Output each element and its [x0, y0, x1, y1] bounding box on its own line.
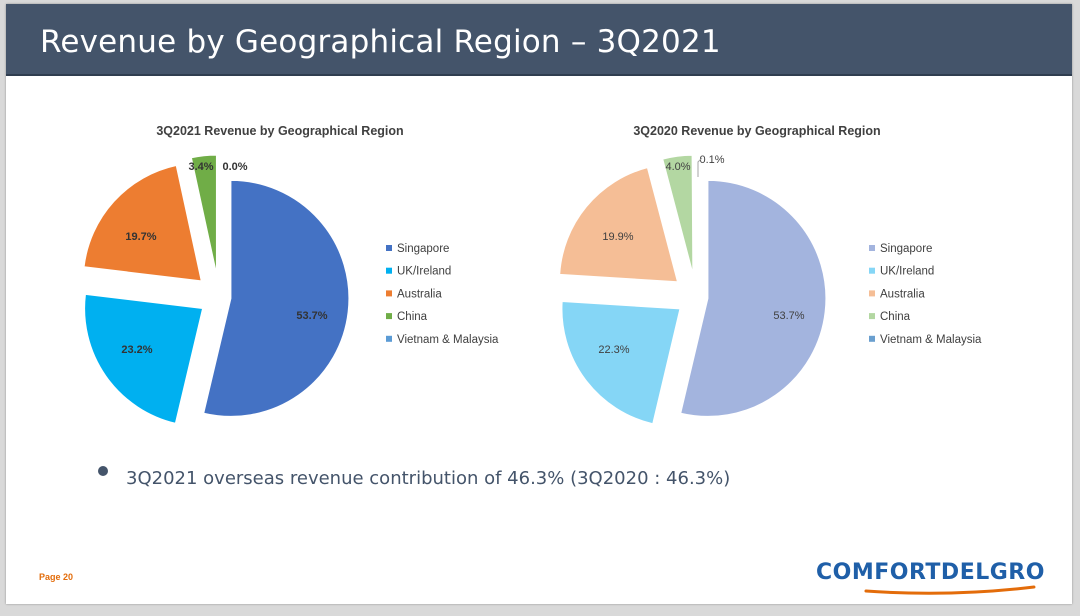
legend-label: China	[880, 311, 911, 323]
legend-label: UK/Ireland	[397, 266, 451, 278]
legend-swatch	[869, 267, 875, 274]
legend-label: Vietnam & Malaysia	[880, 334, 982, 346]
pie-slice-china	[662, 154, 694, 274]
data-label: 4.0%	[665, 161, 690, 173]
leader-line	[697, 157, 703, 177]
data-label: 19.7%	[125, 231, 156, 243]
legend-swatch	[386, 245, 392, 251]
legend-label: Australia	[397, 288, 442, 300]
pie-slice-australia	[83, 164, 202, 282]
legend-swatch	[869, 245, 875, 251]
data-label: 3.4%	[188, 161, 213, 173]
legend-label: Vietnam & Malaysia	[397, 334, 499, 346]
data-label: 19.9%	[602, 231, 633, 243]
chart-title: 3Q2020 Revenue by Geographical Region	[633, 124, 880, 138]
data-label: 23.2%	[121, 344, 152, 356]
comfortdelgro-logo: COMFORTDELGRO	[816, 560, 1045, 585]
legend-label: Singapore	[397, 243, 449, 255]
page-number: Page 20	[39, 572, 74, 582]
data-label: 53.7%	[296, 310, 327, 322]
slide: Revenue by Geographical Region – 3Q2021 …	[6, 4, 1072, 604]
data-label: 53.7%	[773, 310, 804, 322]
slide-title: Revenue by Geographical Region – 3Q2021	[40, 24, 721, 60]
chart-title: 3Q2021 Revenue by Geographical Region	[156, 124, 403, 138]
data-label: 0.1%	[699, 154, 724, 166]
pie-slice-uk-ireland	[84, 293, 204, 424]
legend-label: China	[397, 311, 428, 323]
legend-label: Singapore	[880, 243, 932, 255]
legend-swatch	[386, 267, 392, 274]
legend-swatch	[869, 290, 875, 297]
charts-area: 3Q2021 Revenue by Geographical Region 53.…	[83, 124, 982, 425]
bullet-dot	[98, 466, 108, 476]
legend-swatch	[386, 313, 392, 320]
pie-chart-2: 3Q2020 Revenue by Geographical Region 53.…	[559, 124, 982, 425]
pie-slice-singapore	[680, 179, 827, 417]
pie-chart-1: 3Q2021 Revenue by Geographical Region 53.…	[83, 124, 499, 424]
title-bar: Revenue by Geographical Region – 3Q2021	[6, 4, 1072, 76]
logo-swoosh-icon	[864, 585, 1036, 595]
legend-swatch	[869, 335, 875, 342]
legend-swatch	[869, 313, 875, 320]
legend-label: UK/Ireland	[880, 266, 934, 278]
legend-label: Australia	[880, 288, 925, 300]
pie-slice-singapore	[203, 179, 350, 417]
overseas-contribution-text: 3Q2021 overseas revenue contribution of …	[126, 468, 731, 489]
pie-slice-china	[190, 154, 217, 274]
logo-text: COMFORTDELGRO	[816, 560, 1045, 585]
pie-slice-vietnam-malaysia	[694, 154, 697, 274]
data-label: 0.0%	[222, 161, 247, 173]
legend-swatch	[386, 335, 392, 342]
pie-slice-uk-ireland	[561, 300, 681, 425]
data-label: 22.3%	[598, 344, 629, 356]
legend-swatch	[386, 290, 392, 297]
pie-slice-australia	[559, 167, 679, 283]
